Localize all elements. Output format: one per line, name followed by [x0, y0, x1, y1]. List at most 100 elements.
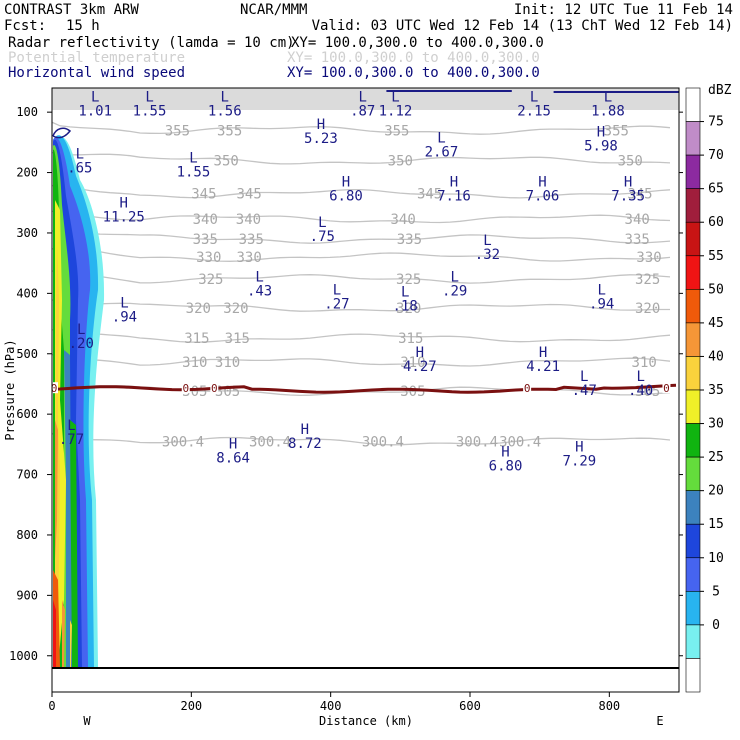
- y-axis: 100 200 300 400 500 600 700 800 900 1000: [9, 105, 683, 663]
- extremum-value: 4.21: [526, 359, 560, 375]
- field-wind-name: Horizontal wind speed: [8, 65, 185, 81]
- colorbar-swatch: [685, 523, 701, 559]
- extremum-marker: H: [342, 174, 350, 190]
- extremum-marker: L: [77, 322, 85, 338]
- extremum-value: .75: [310, 229, 335, 245]
- extremum-value: .65: [67, 161, 92, 177]
- theta-contour-label: 320: [186, 301, 211, 317]
- colorbar-label: 65: [708, 182, 724, 197]
- freezing-label-bg: [181, 382, 190, 394]
- extremum-marker: H: [416, 345, 424, 361]
- freezing-label-bg: [662, 382, 671, 394]
- extremum-value: 7.06: [526, 188, 560, 204]
- x-tick-label: 600: [459, 699, 481, 713]
- wind-contour-loop: [52, 127, 72, 139]
- theta-contour-label: 325: [635, 272, 660, 288]
- freezing-label-bg: [523, 382, 532, 394]
- extremum-value: .18: [393, 298, 418, 314]
- theta-contour-line: [52, 327, 671, 343]
- theta-contour-label: 355: [165, 123, 190, 139]
- colorbar-swatch: [685, 591, 701, 626]
- extremum-value: 1.56: [208, 103, 242, 119]
- extremum-value: 6.80: [489, 458, 523, 474]
- theta-contour-line: [52, 151, 671, 165]
- colorbar-swatch: [685, 356, 701, 391]
- extremum-value: .32: [475, 247, 500, 263]
- extremum-value: 1.01: [78, 103, 112, 119]
- extremum-marker: H: [624, 174, 632, 190]
- theta-contour-line: [52, 432, 671, 446]
- colorbar-swatch: [685, 255, 701, 290]
- x-tick-label: 0: [48, 699, 55, 713]
- theta-contour-label: 340: [625, 212, 650, 228]
- extremum-marker: H: [317, 117, 325, 133]
- theta-contour-label: 345: [191, 187, 216, 203]
- extremum-marker: L: [189, 150, 197, 166]
- theta-contour-label: 315: [225, 331, 250, 347]
- theta-contour-label: 340: [236, 212, 261, 228]
- extremum-marker: L: [120, 295, 128, 311]
- extremum-marker: L: [597, 283, 605, 299]
- y-tick-label: 400: [16, 286, 38, 300]
- extremum-marker: H: [575, 440, 583, 456]
- theta-contour-label: 310: [182, 355, 207, 371]
- forecast-label: Fcst:: [4, 18, 46, 34]
- extremum-marker: L: [450, 269, 458, 285]
- colorbar-swatch: [685, 490, 701, 525]
- theta-contour-label: 350: [388, 153, 413, 169]
- extremum-value: .77: [59, 432, 84, 448]
- field-wind-xy: XY= 100.0,300.0 to 400.0,300.0: [287, 65, 540, 81]
- field-reflectivity-xy: XY= 100.0,300.0 to 400.0,300.0: [291, 35, 544, 51]
- extremum-value: 1.55: [177, 164, 211, 180]
- colorbar-label: 70: [708, 148, 724, 163]
- theta-contour-line: [52, 121, 671, 135]
- x-tick-label: 200: [180, 699, 202, 713]
- theta-contour-label: 350: [214, 153, 239, 169]
- theta-contour-label: 320: [223, 301, 248, 317]
- extremum-value: .40: [628, 383, 653, 399]
- theta-contour-label: 340: [390, 212, 415, 228]
- x-axis: 0 200 400 600 800: [48, 692, 620, 713]
- extremum-value: 7.16: [437, 188, 471, 204]
- theta-contour-label: 335: [625, 232, 650, 248]
- refl-orange: [55, 420, 58, 560]
- extremum-marker: H: [501, 444, 509, 460]
- forecast-hour: 15 h: [66, 18, 100, 34]
- theta-contour-line: [52, 229, 671, 244]
- colorbar-label: 10: [708, 551, 724, 566]
- theta-contour-line: [52, 184, 671, 199]
- theta-contour-label: 335: [239, 232, 264, 248]
- theta-contour-label: 305: [400, 384, 425, 400]
- field-theta-xy: XY= 100.0,300.0 to 400.0,300.0: [287, 50, 540, 66]
- extremum-marker: L: [401, 284, 409, 300]
- freezing-level-label: 0: [524, 382, 531, 395]
- theta-contour-label: 345: [237, 187, 262, 203]
- extremum-marker: L: [580, 369, 588, 385]
- colorbar-swatch: [685, 624, 701, 659]
- extremum-value: 7.35: [611, 188, 645, 204]
- colorbar-swatch: [685, 389, 701, 424]
- colorbar-swatch: [685, 322, 701, 357]
- theta-contour-label: 300.4: [499, 434, 541, 450]
- y-tick-label: 100: [16, 105, 38, 119]
- freezing-level-label: 0: [211, 382, 218, 395]
- x-tick-label: 800: [598, 699, 620, 713]
- theta-contour-label: 330: [636, 250, 661, 266]
- theta-contour-label: 315: [398, 331, 423, 347]
- valid-time: Valid: 03 UTC Wed 12 Feb 14 (13 ChT Wed …: [312, 18, 733, 34]
- extremum-value: 11.25: [103, 210, 145, 226]
- freezing-label-bg: [52, 382, 58, 394]
- extremum-marker: H: [539, 345, 547, 361]
- extremum-marker: L: [636, 369, 644, 385]
- y-axis-label: Pressure (hPa): [3, 339, 17, 440]
- y-tick-label: 200: [16, 166, 38, 180]
- freezing-level-label: 0: [51, 382, 58, 395]
- extremum-marker: H: [597, 124, 605, 140]
- colorbar-swatch: [685, 423, 701, 458]
- colorbar-swatch: [685, 121, 701, 156]
- extremum-value: 1.88: [591, 103, 625, 119]
- theta-contour-label: 355: [604, 123, 629, 139]
